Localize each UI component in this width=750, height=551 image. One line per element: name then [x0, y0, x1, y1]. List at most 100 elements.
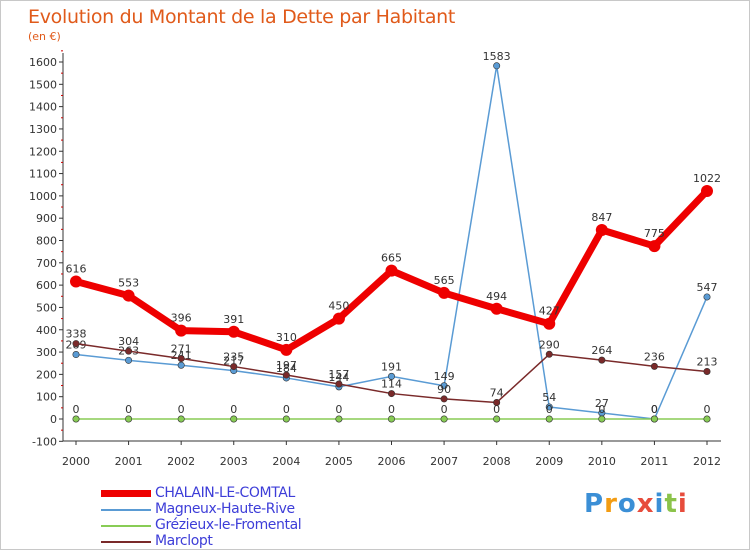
brand-letter: o [617, 489, 637, 519]
data-point [493, 62, 501, 70]
data-label: 90 [437, 383, 451, 396]
y-tick-label: 1400 [29, 101, 57, 114]
x-tick-label: 2010 [588, 455, 616, 468]
data-label: 547 [697, 281, 718, 294]
data-label: 847 [591, 211, 612, 224]
legend-label: CHALAIN-LE-COMTAL [155, 485, 295, 501]
legend-label: Magneux-Haute-Rive [155, 501, 295, 517]
chart-legend: CHALAIN-LE-COMTAL Magneux-Haute-Rive Grézi… [101, 485, 341, 550]
y-tick-label: 1000 [29, 190, 57, 203]
brand-logo: Proxiti [584, 489, 688, 519]
data-point [545, 350, 553, 358]
data-label: 0 [230, 403, 237, 416]
data-label: 235 [223, 351, 244, 364]
data-label: 114 [381, 378, 402, 391]
y-tick-label: 300 [36, 346, 57, 359]
y-tick-label: 800 [36, 235, 57, 248]
legend-item: CHALAIN-LE-COMTAL [101, 485, 341, 502]
data-label: 450 [328, 300, 349, 313]
data-point [385, 264, 398, 277]
data-label: 338 [66, 328, 87, 341]
data-label: 191 [381, 360, 402, 373]
data-point [595, 224, 608, 237]
data-point [122, 289, 135, 302]
data-label: 396 [171, 312, 192, 325]
data-label: 1022 [693, 172, 721, 185]
data-point [598, 356, 606, 364]
x-tick-label: 2000 [62, 455, 90, 468]
data-label: 565 [434, 274, 455, 287]
legend-item: Magneux-Haute-Rive [101, 501, 341, 518]
data-point [545, 415, 553, 423]
data-label: 304 [118, 335, 139, 348]
data-label: 0 [546, 403, 553, 416]
data-label: 427 [539, 305, 560, 318]
x-tick-label: 2007 [430, 455, 458, 468]
data-label: 27 [595, 397, 609, 410]
y-tick-label: 900 [36, 212, 57, 225]
x-tick-label: 2004 [272, 455, 300, 468]
data-label: 0 [651, 403, 658, 416]
y-tick-label: 600 [36, 279, 57, 292]
data-point [125, 415, 133, 423]
legend-item: Marclopt [101, 533, 341, 550]
data-point [177, 355, 185, 363]
data-point [280, 343, 293, 356]
data-point [387, 415, 395, 423]
data-label: 74 [490, 386, 504, 399]
data-label: 665 [381, 252, 402, 265]
brand-letter: P [584, 489, 605, 519]
x-tick-label: 2003 [220, 455, 248, 468]
chart-unit-label: (en €) [28, 30, 61, 43]
data-point [125, 347, 133, 355]
data-point [648, 240, 661, 253]
x-tick-label: 2011 [640, 455, 668, 468]
data-point [230, 415, 238, 423]
y-tick-label: 1500 [29, 78, 57, 91]
data-point [598, 415, 606, 423]
data-label: 197 [276, 359, 297, 372]
brand-letter: i [654, 489, 665, 519]
brand-letter: x [636, 489, 655, 519]
data-point [70, 275, 82, 288]
data-label: 0 [651, 403, 658, 416]
x-tick-label: 2001 [115, 455, 143, 468]
data-point [125, 356, 133, 364]
data-label: 184 [276, 362, 297, 375]
data-point [440, 395, 448, 403]
data-point [282, 415, 290, 423]
data-point [650, 415, 658, 423]
y-tick-label: -100 [32, 435, 57, 448]
data-label: 0 [598, 403, 605, 416]
data-point [650, 362, 658, 370]
y-tick-label: 1100 [29, 168, 57, 181]
data-label: 0 [73, 403, 80, 416]
data-point [545, 403, 553, 411]
data-point [493, 398, 501, 406]
data-point [332, 312, 345, 325]
data-point [72, 415, 80, 423]
data-label: 1583 [483, 50, 511, 63]
data-point [227, 325, 240, 338]
data-point [703, 415, 711, 423]
data-point [175, 324, 188, 337]
data-point [335, 380, 343, 388]
data-point [438, 286, 451, 299]
y-tick-label: 1200 [29, 145, 57, 158]
legend-swatch [101, 509, 151, 511]
legend-swatch [101, 490, 151, 497]
y-tick-label: 200 [36, 368, 57, 381]
chart-title: Evolution du Montant de la Dette par Hab… [28, 6, 456, 28]
data-label: 271 [171, 343, 192, 356]
data-label: 54 [542, 391, 556, 404]
data-label: 236 [644, 350, 665, 363]
data-point [335, 415, 343, 423]
data-label: 494 [486, 290, 507, 303]
y-tick-label: 400 [36, 324, 57, 337]
data-point [177, 361, 185, 369]
data-label: 310 [276, 331, 297, 344]
data-label: 0 [283, 403, 290, 416]
x-tick-label: 2009 [535, 455, 563, 468]
data-label: 616 [66, 263, 87, 276]
data-label: 0 [493, 403, 500, 416]
